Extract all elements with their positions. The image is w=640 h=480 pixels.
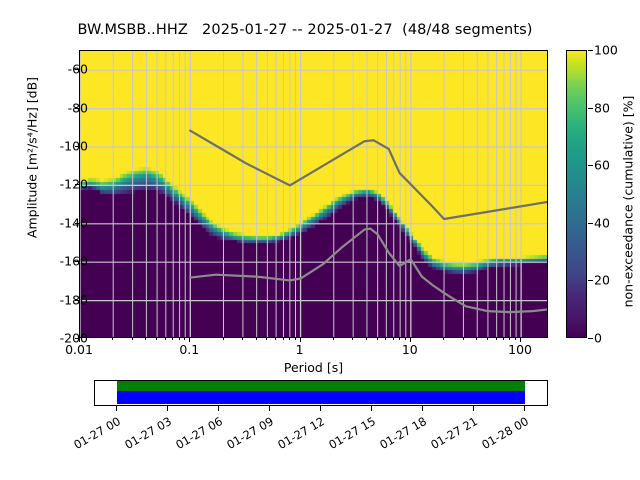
colorbar-tick-mark [588,50,593,52]
y-tick-label: -100 [59,138,88,154]
timeline-tick-mark [319,406,322,411]
x-minor-tick [275,338,277,341]
x-minor-tick [352,338,354,341]
x-minor-tick [145,338,147,341]
y-tick-mark [75,107,79,109]
x-tick-label: 1 [295,342,304,357]
timeline-tick-mark [472,406,475,411]
colorbar [566,50,587,338]
page-title: BW.MSBB..HHZ 2025-01-27 -- 2025-01-27 (4… [77,22,533,38]
x-minor-tick [222,338,224,341]
x-minor-tick [495,338,497,341]
x-minor-tick [404,338,406,341]
y-tick-mark [75,338,79,340]
x-minor-tick [241,338,243,341]
timeline-tick-mark [217,406,219,411]
x-axis-label: Period [s] [283,360,344,375]
x-tick-mark [520,338,522,342]
y-tick-label: -80 [67,100,88,116]
y-tick-label: -140 [59,215,88,231]
colorbar-tick-mark [588,165,593,167]
colorbar-tick-label: 0 [594,330,602,346]
ppsd-heatmap [80,51,547,337]
x-tick-label: 100 [508,342,533,357]
x-minor-tick [178,338,180,341]
y-tick-label: -180 [59,292,88,308]
y-tick-mark [75,146,79,148]
x-tick-mark [409,338,411,342]
timeline-tick-mark [268,406,270,411]
x-minor-tick [332,338,334,341]
noise-model-lines [189,129,547,314]
y-tick-label: -120 [59,176,88,192]
colorbar-tick-mark [588,222,593,224]
x-minor-tick [385,338,387,341]
x-tick-label: 10 [401,342,418,357]
timeline-tick-mark [115,406,117,411]
plot-gridlines [80,51,547,337]
colorbar-tick-mark [588,280,593,282]
timeline-tick-mark [523,406,526,411]
data-coverage-blue [116,390,525,405]
timeline-tick-mark [370,406,373,411]
x-minor-tick [112,338,114,341]
x-minor-tick [515,338,517,341]
colorbar-tick-label: 80 [594,100,610,116]
x-minor-tick [399,338,401,341]
timeline-tick-mark [166,406,168,411]
y-tick-mark [75,222,79,224]
x-minor-tick [156,338,158,341]
y-tick-mark [75,299,79,301]
y-tick-label: -200 [59,330,88,346]
colorbar-tick-mark [588,338,593,340]
x-minor-tick [486,338,488,341]
x-tick-label: 0.1 [179,342,200,357]
x-minor-tick [443,338,444,341]
y-tick-mark [75,261,79,263]
x-minor-tick [294,338,296,341]
colorbar-label: non-exceedance (cumulative) [%] [620,95,636,308]
y-tick-label: -160 [59,253,88,269]
x-minor-tick [366,338,367,341]
x-minor-tick [282,338,284,341]
x-minor-tick [503,338,504,341]
x-minor-tick [184,338,186,341]
colorbar-tick-label: 100 [594,42,618,58]
data-coverage-green [116,381,525,391]
y-tick-mark [75,184,79,186]
timeline-tick-mark [421,406,424,411]
colorbar-tick-mark [588,107,593,109]
colorbar-tick-label: 40 [594,215,610,231]
x-minor-tick [255,338,257,341]
x-minor-tick [509,338,511,341]
x-tick-label: 0.01 [65,342,93,357]
x-minor-tick [266,338,268,341]
ppsd-plot-area[interactable] [79,50,548,338]
x-tick-mark [299,338,301,342]
x-tick-mark [79,338,81,342]
x-minor-tick [288,338,290,341]
x-minor-tick [476,338,478,341]
x-tick-mark [189,338,191,342]
colorbar-tick-label: 20 [594,272,610,288]
x-minor-tick [392,338,394,341]
x-minor-tick [172,338,174,341]
x-minor-tick [131,338,133,341]
colorbar-tick-label: 60 [594,157,610,173]
x-minor-tick [164,338,166,341]
x-minor-tick [376,338,378,341]
y-axis-label: Amplitude [m²/s⁴/Hz] [dB] [24,76,40,239]
y-tick-label: -60 [67,61,88,77]
data-coverage-timeline[interactable] [94,380,548,406]
y-tick-mark [75,69,79,71]
x-minor-tick [462,338,464,341]
